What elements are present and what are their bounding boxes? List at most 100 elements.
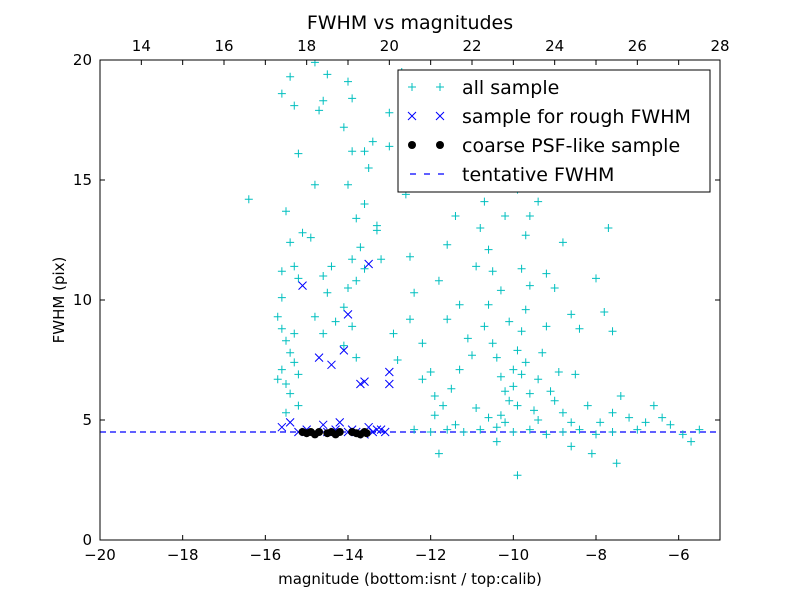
data-point (319, 329, 328, 338)
data-point (282, 380, 290, 388)
data-point (534, 375, 543, 384)
data-point (530, 406, 538, 415)
data-point (542, 269, 551, 278)
legend-item: tentative FWHM (410, 164, 614, 186)
data-point (360, 377, 369, 386)
legend-marker (435, 111, 445, 121)
data-point (418, 339, 427, 348)
data-point (344, 284, 352, 292)
data-point (459, 428, 468, 436)
data-point (542, 322, 551, 331)
data-point (310, 180, 319, 189)
top-x-tick-label: 20 (380, 37, 399, 55)
data-point (244, 195, 253, 204)
x-tick-label: −12 (415, 546, 447, 564)
top-x-tick-label: 18 (297, 37, 316, 55)
data-point (277, 365, 286, 374)
data-point (550, 284, 559, 292)
legend-item: all sample (408, 77, 559, 99)
data-point (426, 368, 435, 376)
chart-title: FWHM vs magnitudes (307, 12, 513, 34)
data-point (550, 396, 559, 405)
data-point (625, 413, 634, 422)
data-point (517, 327, 526, 336)
top-x-tick-label: 28 (710, 37, 729, 55)
data-point (298, 281, 307, 290)
data-point (587, 449, 596, 458)
legend-marker (408, 141, 416, 149)
data-point (455, 365, 464, 374)
data-point (294, 401, 303, 410)
data-point (571, 370, 580, 379)
data-point (294, 370, 303, 379)
data-point (463, 334, 472, 343)
y-tick-label: 0 (82, 531, 92, 549)
data-point (492, 423, 501, 432)
data-point (658, 413, 667, 422)
data-point (484, 300, 493, 309)
data-point (633, 425, 642, 434)
data-point (525, 212, 534, 220)
data-point (492, 437, 501, 446)
data-point (352, 353, 361, 362)
data-point (505, 396, 514, 405)
data-point (513, 471, 522, 480)
data-point (488, 267, 497, 276)
data-point (315, 106, 324, 115)
data-point (509, 428, 518, 436)
data-point (319, 272, 328, 280)
data-point (406, 252, 414, 261)
data-point (455, 300, 464, 309)
data-point (501, 212, 510, 220)
data-point (687, 437, 696, 446)
data-point (509, 382, 518, 391)
data-point (472, 404, 481, 412)
x-tick-label: −14 (332, 546, 364, 564)
data-point (434, 276, 443, 285)
data-point (521, 231, 530, 240)
data-point (282, 207, 290, 216)
data-point (286, 72, 295, 81)
data-point (318, 420, 328, 430)
data-point (273, 312, 282, 321)
y-tick-label: 10 (73, 291, 92, 309)
legend-box (397, 69, 711, 193)
data-point (480, 322, 489, 331)
x-tick-label: −16 (250, 546, 282, 564)
data-point (348, 322, 357, 331)
legend-label: tentative FWHM (462, 164, 614, 186)
data-point (294, 149, 303, 158)
data-point (451, 212, 460, 220)
data-point (360, 264, 369, 273)
top-x-tick-label: 16 (214, 37, 233, 55)
data-point (418, 375, 427, 384)
data-point (377, 255, 386, 264)
data-point (558, 238, 567, 247)
data-point (592, 274, 600, 283)
data-point (339, 123, 348, 132)
data-point (389, 329, 398, 338)
data-point (678, 430, 687, 439)
legend-label: all sample (462, 77, 559, 99)
data-point (277, 267, 286, 276)
data-point (314, 353, 324, 362)
data-point (434, 449, 443, 458)
data-point (277, 89, 286, 98)
data-point (575, 425, 584, 434)
data-point (410, 288, 419, 297)
data-point (385, 142, 394, 151)
data-point (323, 70, 332, 79)
x-tick-label: −6 (668, 546, 690, 564)
data-point (554, 368, 563, 376)
data-point (335, 418, 345, 427)
legend-marker (436, 141, 444, 149)
data-point (501, 387, 510, 396)
data-point (364, 164, 373, 172)
data-point (604, 224, 613, 232)
top-x-tick-label: 26 (628, 37, 647, 55)
data-point (310, 60, 319, 67)
data-point (343, 310, 353, 319)
data-point (451, 420, 460, 429)
data-point (509, 365, 518, 374)
